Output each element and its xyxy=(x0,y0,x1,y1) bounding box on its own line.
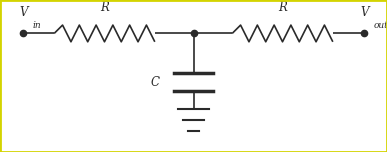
Text: V: V xyxy=(360,6,368,19)
Text: C: C xyxy=(150,76,159,89)
Text: R: R xyxy=(278,1,287,14)
Text: out: out xyxy=(373,21,387,30)
Text: in: in xyxy=(33,21,41,30)
Text: V: V xyxy=(19,6,28,19)
Text: R: R xyxy=(100,1,109,14)
